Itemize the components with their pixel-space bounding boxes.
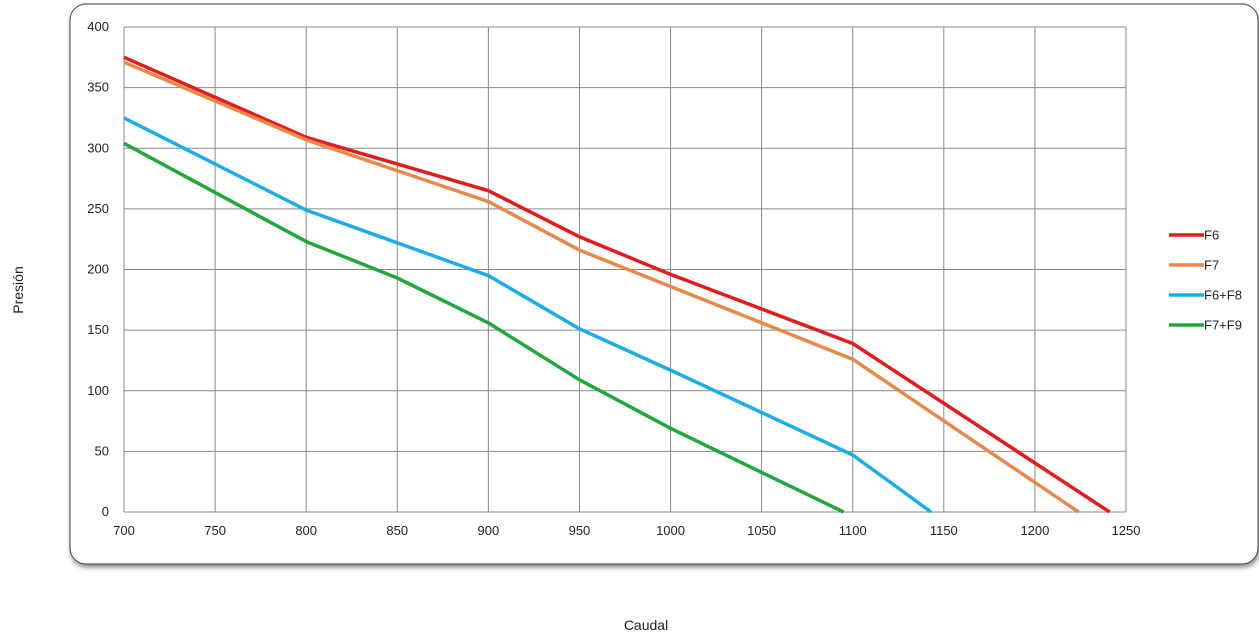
y-tick-label: 50 <box>95 443 109 458</box>
series-line-f7 <box>123 60 1080 514</box>
legend-label: F6+F8 <box>1204 288 1242 303</box>
legend-label: F6 <box>1204 228 1219 243</box>
y-tick-label: 150 <box>87 322 109 337</box>
series-line-f6 <box>123 55 1111 514</box>
y-tick-label: 350 <box>87 80 109 95</box>
x-tick-label: 950 <box>569 523 591 538</box>
series-line-f6-f8 <box>123 116 933 514</box>
y-tick-label: 0 <box>102 504 109 519</box>
series-line-f7-f9 <box>123 141 845 514</box>
y-tick-label: 200 <box>87 262 109 277</box>
x-tick-label: 1000 <box>656 523 685 538</box>
legend-label: F7 <box>1204 258 1219 273</box>
x-tick-label: 1250 <box>1112 523 1141 538</box>
grid <box>123 26 1127 513</box>
x-tick-label: 700 <box>113 523 135 538</box>
y-tick-label: 250 <box>87 201 109 216</box>
x-tick-label: 1100 <box>839 523 867 538</box>
y-tick-label: 300 <box>87 140 109 155</box>
x-axis-title: Caudal <box>624 617 668 633</box>
tick-labels: 700 750 800 850 900 950 1000 1050 1100 1150 1200 12… <box>87 19 1140 538</box>
legend-label: F7+F9 <box>1204 318 1242 333</box>
x-tick-label: 750 <box>204 523 226 538</box>
x-tick-label: 900 <box>478 523 500 538</box>
series-lines <box>123 55 1111 514</box>
x-tick-label: 1050 <box>747 523 776 538</box>
x-tick-label: 1150 <box>930 523 958 538</box>
y-tick-label: 100 <box>87 383 109 398</box>
x-tick-label: 800 <box>295 523 317 538</box>
x-tick-label: 850 <box>386 523 408 538</box>
legend: F6 F7 F6+F8 F7+F9 <box>1169 228 1242 333</box>
y-axis-title: Presión <box>10 266 26 313</box>
y-tick-label: 400 <box>87 19 109 34</box>
x-tick-label: 1200 <box>1020 523 1049 538</box>
